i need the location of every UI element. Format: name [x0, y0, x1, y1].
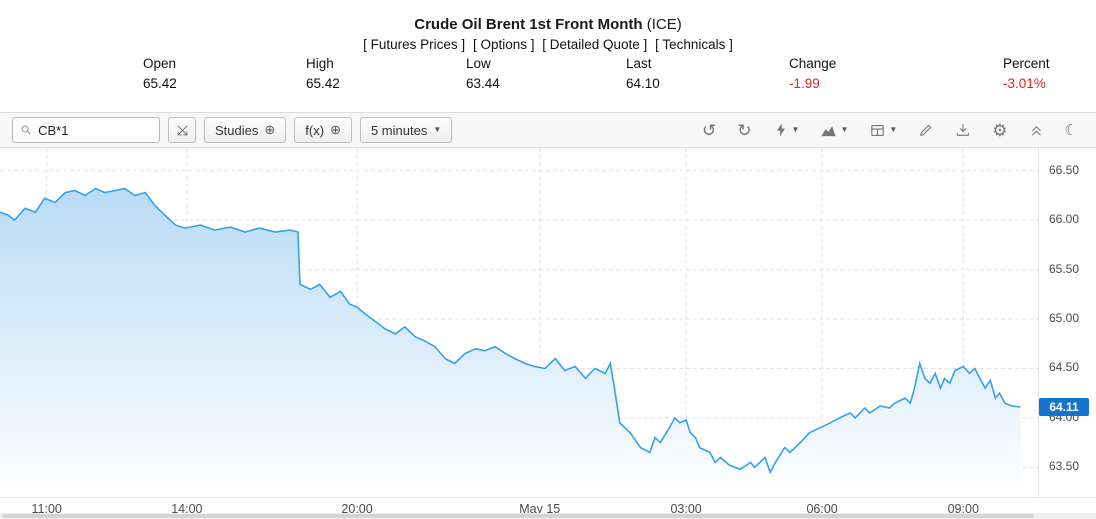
- plus-circle-icon: ⊕: [330, 122, 341, 137]
- stat-percent: Percent -3.01%: [1003, 56, 1050, 91]
- instrument-exchange: (ICE): [642, 16, 682, 33]
- area-chart-icon: [821, 125, 837, 136]
- stat-change: Change -1.99: [789, 56, 836, 91]
- chevron-down-icon: ▼: [791, 125, 800, 134]
- x-axis-label: 03:00: [670, 502, 702, 516]
- price-area-fill: [0, 188, 1021, 497]
- instrument-title: Crude Oil Brent 1st Front Month: [414, 16, 643, 33]
- moon-icon: ☾: [1064, 121, 1078, 139]
- stat-label: Last: [626, 56, 652, 71]
- stat-low: Low 63.44: [466, 56, 500, 91]
- last-price-badge: 64.11: [1039, 398, 1089, 417]
- x-axis-label: 20:00: [341, 502, 373, 516]
- studies-button[interactable]: Studies ⊕: [204, 117, 287, 143]
- stat-last: Last 64.10: [626, 56, 660, 91]
- chevron-down-icon: ▼: [433, 125, 442, 134]
- gear-icon: ⚙: [992, 120, 1008, 140]
- stat-label: Low: [466, 56, 491, 71]
- stat-value: 65.42: [143, 76, 177, 91]
- y-axis-label: 66.50: [1049, 162, 1080, 177]
- chevron-down-icon: ▼: [840, 125, 849, 134]
- download-button[interactable]: [955, 122, 971, 138]
- link-detailed-quote[interactable]: [ Detailed Quote ]: [542, 37, 648, 52]
- chart-area: 66.50 66.00 65.50 65.00 64.50 64.00 63.50 64.1…: [0, 148, 1096, 497]
- interval-label: 5 minutes: [370, 122, 428, 138]
- scrollbar-thumb[interactable]: [2, 514, 1034, 518]
- compare-icon: [177, 125, 187, 135]
- x-axis-label: 09:00: [947, 502, 979, 516]
- chart-toolbar: Studies ⊕ f(x) ⊕ 5 minutes ▼ ↺ ↻ ▼: [0, 112, 1096, 148]
- studies-label: Studies: [215, 122, 259, 138]
- undo-button[interactable]: ↺: [702, 122, 716, 139]
- redo-button[interactable]: ↻: [737, 122, 751, 139]
- price-line: [0, 187, 1021, 475]
- dark-mode-toggle[interactable]: ☾: [1065, 123, 1078, 138]
- layout-button[interactable]: ▼: [869, 122, 897, 139]
- quote-header: Crude Oil Brent 1st Front Month (ICE) [ …: [0, 0, 1096, 112]
- interval-dropdown[interactable]: 5 minutes ▼: [359, 117, 453, 143]
- stat-label: Open: [143, 56, 177, 71]
- compare-button[interactable]: [168, 117, 196, 143]
- draw-button[interactable]: [918, 122, 934, 138]
- stat-label: Change: [789, 56, 837, 71]
- time-axis[interactable]: 11:00 14:00 20:00 May 15 03:00 06:00 09:00: [0, 497, 1096, 519]
- page-title: Crude Oil Brent 1st Front Month (ICE): [0, 16, 1096, 33]
- x-axis-label: May 15: [519, 502, 561, 516]
- stat-value: 64.10: [626, 76, 660, 91]
- stat-value: 63.44: [466, 76, 500, 91]
- link-technicals[interactable]: [ Technicals ]: [655, 37, 733, 52]
- redo-icon: ↻: [737, 120, 752, 140]
- pencil-icon: [920, 124, 932, 136]
- chart-type-button[interactable]: ▼: [820, 122, 848, 139]
- price-axis[interactable]: 66.50 66.00 65.50 65.00 64.50 64.00 63.50: [1038, 148, 1096, 497]
- search-icon: [21, 125, 31, 135]
- y-axis-label: 65.50: [1049, 261, 1080, 276]
- undo-icon: ↺: [702, 120, 717, 140]
- quote-links: [ Futures Prices ] [ Options ] [ Detaile…: [0, 37, 1096, 52]
- settings-button[interactable]: ⚙: [992, 122, 1007, 139]
- chevron-down-icon: ▼: [889, 125, 898, 134]
- fx-button[interactable]: f(x) ⊕: [294, 117, 352, 143]
- x-axis-label: 14:00: [171, 502, 203, 516]
- double-chevron-up-icon: [1031, 125, 1041, 135]
- y-axis-label: 66.00: [1049, 212, 1080, 227]
- price-chart[interactable]: [0, 148, 1038, 497]
- x-axis-label: 06:00: [806, 502, 838, 516]
- download-icon: [957, 124, 970, 136]
- x-axis-label: 11:00: [31, 502, 62, 516]
- stat-high: High 65.42: [306, 56, 340, 91]
- lightning-icon: [776, 123, 785, 137]
- link-futures-prices[interactable]: [ Futures Prices ]: [363, 37, 466, 52]
- toolbar-right-icons: ↺ ↻ ▼ ▼: [702, 122, 1084, 139]
- horizontal-scrollbar[interactable]: [0, 513, 1096, 519]
- collapse-button[interactable]: [1029, 123, 1044, 138]
- stat-value: 65.42: [306, 76, 340, 91]
- stat-label: Percent: [1003, 56, 1050, 71]
- y-axis-label: 64.50: [1049, 360, 1080, 375]
- stat-value: -1.99: [789, 76, 820, 91]
- events-button[interactable]: ▼: [773, 122, 800, 138]
- y-axis-label: 63.50: [1049, 459, 1080, 474]
- plus-circle-icon: ⊕: [264, 122, 276, 137]
- panels-icon: [871, 124, 885, 136]
- stat-open: Open 65.42: [143, 56, 177, 91]
- stat-value: -3.01%: [1003, 76, 1046, 91]
- y-axis-label: 65.00: [1049, 311, 1080, 326]
- fx-label: f(x): [305, 122, 325, 138]
- stat-label: High: [306, 56, 334, 71]
- symbol-input[interactable]: [38, 122, 152, 138]
- symbol-search-box[interactable]: [12, 117, 160, 143]
- link-options[interactable]: [ Options ]: [472, 37, 535, 52]
